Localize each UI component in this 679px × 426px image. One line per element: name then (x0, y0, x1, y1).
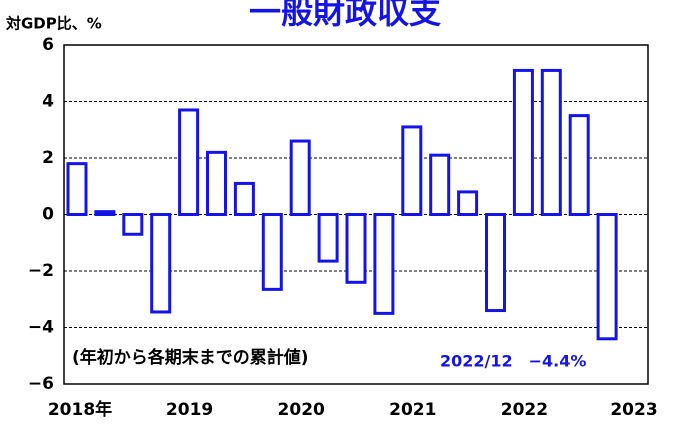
bar (317, 213, 339, 263)
annotation: (年初から各期末までの累計値) (72, 347, 309, 368)
bar (596, 213, 618, 341)
bar (289, 139, 311, 216)
y-tick-label: 0 (42, 205, 54, 225)
x-tick-label: 2023 (610, 400, 657, 420)
x-tick-label: 2021 (389, 400, 436, 420)
y-tick-label: 6 (42, 35, 54, 55)
y-tick-label: 2 (42, 148, 54, 168)
x-tick-label: 2019 (166, 400, 213, 420)
bar (512, 68, 534, 216)
bar (429, 153, 451, 217)
annotation: 2022/12 −4.4% (440, 352, 586, 371)
bar (568, 114, 590, 216)
x-tick-label: 2018年 (48, 399, 112, 420)
x-tick-label: 2020 (278, 400, 325, 420)
x-tick-label: 2022 (501, 400, 548, 420)
bar (261, 213, 283, 291)
bar (233, 181, 255, 217)
bar (540, 68, 562, 216)
bar (485, 213, 506, 313)
bar (373, 213, 395, 315)
bar (345, 213, 367, 284)
bar (94, 210, 116, 217)
y-tick-label: −4 (28, 318, 54, 338)
y-tick-label: −6 (28, 374, 54, 394)
bar (66, 162, 88, 216)
bar (150, 213, 172, 314)
y-tick-label: −2 (28, 261, 54, 281)
y-axis-label: 対GDP比、% (5, 15, 102, 33)
bar (457, 190, 479, 216)
bar (178, 108, 200, 216)
chart-title: 一般財政収支 (249, 0, 441, 31)
bar (122, 213, 144, 236)
bar (206, 150, 227, 217)
y-tick-label: 4 (42, 92, 54, 112)
bar (401, 125, 423, 216)
